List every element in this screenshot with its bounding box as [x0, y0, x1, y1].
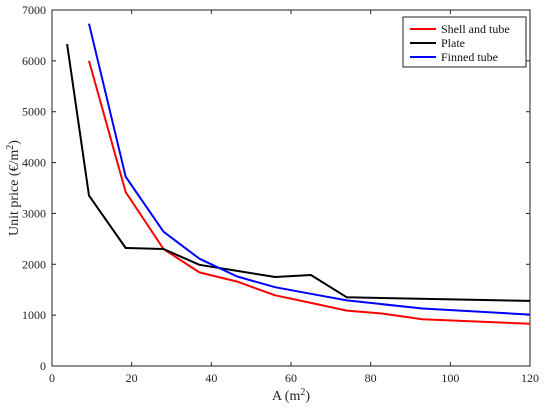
axis-ticks: 0 20 40 60 80 100 120 0 1000 2000 3000 4000 5000 6000… — [22, 3, 539, 385]
plot-area — [51, 9, 531, 367]
legend-label-finned-tube: Finned tube — [441, 50, 498, 64]
x-tick-label: 0 — [49, 371, 55, 385]
x-tick-label: 20 — [126, 371, 138, 385]
y-tick-label: 5000 — [22, 105, 46, 119]
x-tick-label: 120 — [521, 371, 539, 385]
x-tick-label: 80 — [365, 371, 377, 385]
y-tick-label: 7000 — [22, 3, 46, 17]
y-axis-label: Unit price (€/m2) — [5, 140, 22, 236]
y-tick-label: 2000 — [22, 257, 46, 271]
x-tick-label: 60 — [285, 371, 297, 385]
series-lines — [66, 23, 531, 325]
y-tick-label: 3000 — [22, 206, 46, 220]
series-line-shell-and-tube — [88, 60, 531, 325]
y-tick-label: 1000 — [22, 308, 46, 322]
series-line-finned-tube — [88, 23, 531, 316]
y-tick-label: 0 — [40, 359, 46, 373]
legend-label-plate: Plate — [441, 36, 465, 50]
y-tick-label: 4000 — [22, 156, 46, 170]
legend: Shell and tube Plate Finned tube — [402, 16, 527, 68]
x-tick-label: 100 — [441, 371, 459, 385]
legend-label-shell-and-tube: Shell and tube — [441, 22, 510, 36]
x-axis-label: A (m2) — [272, 387, 310, 404]
y-tick-label: 6000 — [22, 54, 46, 68]
x-tick-label: 40 — [205, 371, 217, 385]
